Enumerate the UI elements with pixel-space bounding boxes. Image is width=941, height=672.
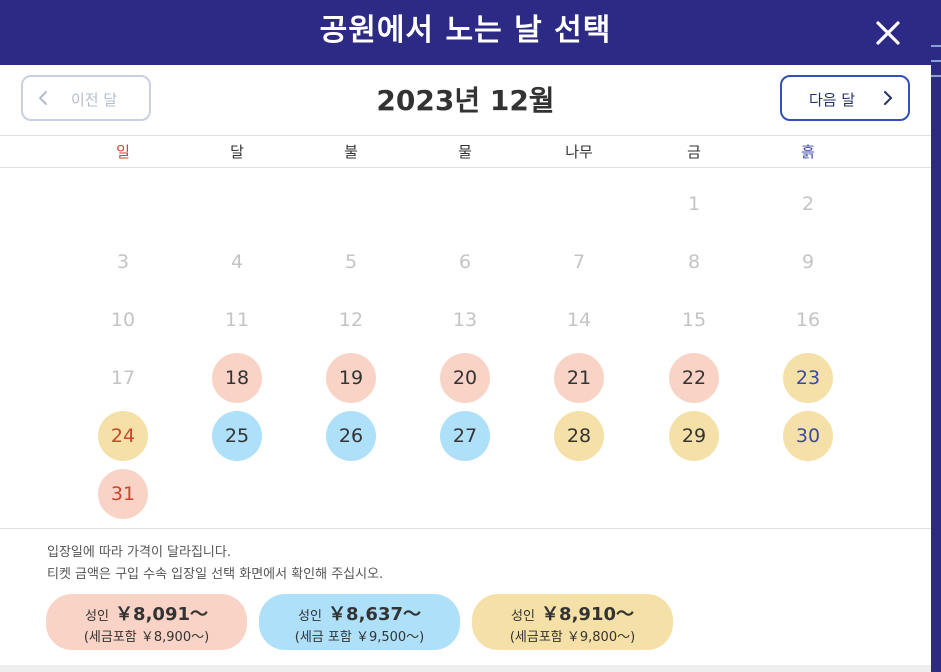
calendar-day: 15 — [681, 309, 707, 331]
price-line: 성인 ￥8,637～ — [259, 600, 460, 626]
calendar-day-available[interactable]: 22 — [669, 353, 719, 403]
price-legend-pink: 성인 ￥8,091～ (세금포함 ￥8,900～) — [46, 594, 247, 650]
bottom-strip — [0, 665, 931, 672]
price-tax: (세금 포함 ￥9,500～) — [294, 630, 425, 645]
calendar-day-available[interactable]: 27 — [440, 411, 490, 461]
price-amount: ￥8,091～ — [115, 604, 208, 625]
close-button[interactable] — [864, 9, 912, 57]
prev-month-label: 이전 달 — [71, 91, 118, 109]
modal-title: 공원에서 노는 날 선택 — [319, 13, 612, 48]
calendar-day-available[interactable]: 18 — [212, 353, 262, 403]
price-amount: ￥8,637～ — [328, 604, 421, 625]
month-navigation: 이전 달 2023년 12월 다음 달 — [0, 65, 931, 135]
weekday-thu: 나무 — [565, 143, 593, 161]
calendar-day: 8 — [687, 251, 701, 273]
month-title: 2023년 12월 — [376, 84, 555, 117]
calendar-day: 1 — [687, 193, 701, 215]
price-label: 성인 — [298, 609, 322, 624]
prev-month-button[interactable]: 이전 달 — [21, 75, 151, 121]
backdrop-stripe — [931, 75, 941, 77]
price-legend-blue: 성인 ￥8,637～ (세금 포함 ￥9,500～) — [259, 594, 460, 650]
close-icon — [876, 21, 900, 45]
calendar-day: 13 — [452, 309, 478, 331]
price-note: 티켓 금액은 구입 수속 입장일 선택 화면에서 확인해 주십시오. — [47, 567, 384, 582]
next-month-label: 다음 달 — [809, 91, 856, 109]
weekday-sun: 일 — [116, 143, 130, 161]
calendar-day: 5 — [344, 251, 358, 273]
calendar-day-available[interactable]: 21 — [554, 353, 604, 403]
calendar-day-available[interactable]: 24 — [98, 411, 148, 461]
calendar-day: 2 — [801, 193, 815, 215]
price-footer: 입장일에 따라 가격이 달라집니다. 티켓 금액은 구입 수속 입장일 선택 화… — [0, 528, 931, 672]
backdrop-stripe — [931, 45, 941, 47]
calendar-day-available[interactable]: 31 — [98, 469, 148, 519]
calendar-grid: 1 2 3 4 5 6 7 8 9 10 11 12 13 14 15 16 1… — [0, 168, 931, 528]
next-month-button[interactable]: 다음 달 — [780, 75, 910, 121]
calendar-day: 6 — [458, 251, 472, 273]
calendar-day-available[interactable]: 20 — [440, 353, 490, 403]
calendar-day-available[interactable]: 23 — [783, 353, 833, 403]
calendar-day: 3 — [116, 251, 130, 273]
weekday-tue: 불 — [344, 143, 358, 161]
price-label: 성인 — [511, 609, 535, 624]
calendar-day-available[interactable]: 26 — [326, 411, 376, 461]
calendar-day: 14 — [566, 309, 592, 331]
price-tax: (세금포함 ￥9,800～) — [509, 630, 636, 645]
price-line: 성인 ￥8,091～ — [46, 600, 247, 626]
calendar-day-available[interactable]: 29 — [669, 411, 719, 461]
weekday-sat: 흙 — [801, 143, 815, 161]
calendar-day: 7 — [572, 251, 586, 273]
price-amount: ￥8,910～ — [541, 604, 634, 625]
calendar-day-available[interactable]: 30 — [783, 411, 833, 461]
weekday-wed: 물 — [458, 143, 472, 161]
calendar-day: 17 — [110, 367, 136, 389]
backdrop-stripe — [931, 60, 941, 62]
weekday-header: 일 달 불 물 나무 금 흙 — [0, 135, 931, 168]
backdrop — [931, 0, 941, 672]
price-legend-yellow: 성인 ￥8,910～ (세금포함 ￥9,800～) — [472, 594, 673, 650]
calendar-day: 12 — [338, 309, 364, 331]
calendar-day: 16 — [795, 309, 821, 331]
weekday-fri: 금 — [687, 143, 701, 161]
modal-header: 공원에서 노는 날 선택 — [0, 0, 931, 65]
weekday-mon: 달 — [230, 143, 244, 161]
price-note: 입장일에 따라 가격이 달라집니다. — [47, 545, 231, 560]
calendar-day: 10 — [110, 309, 136, 331]
price-line: 성인 ￥8,910～ — [472, 600, 673, 626]
price-tax: (세금포함 ￥8,900～) — [83, 630, 210, 645]
calendar-day-available[interactable]: 19 — [326, 353, 376, 403]
calendar-day: 9 — [801, 251, 815, 273]
calendar-day-available[interactable]: 28 — [554, 411, 604, 461]
calendar-day: 4 — [230, 251, 244, 273]
price-label: 성인 — [85, 609, 109, 624]
calendar-day: 11 — [224, 309, 250, 331]
chevron-left-icon — [39, 91, 47, 105]
chevron-right-icon — [884, 91, 892, 105]
calendar-day-available[interactable]: 25 — [212, 411, 262, 461]
